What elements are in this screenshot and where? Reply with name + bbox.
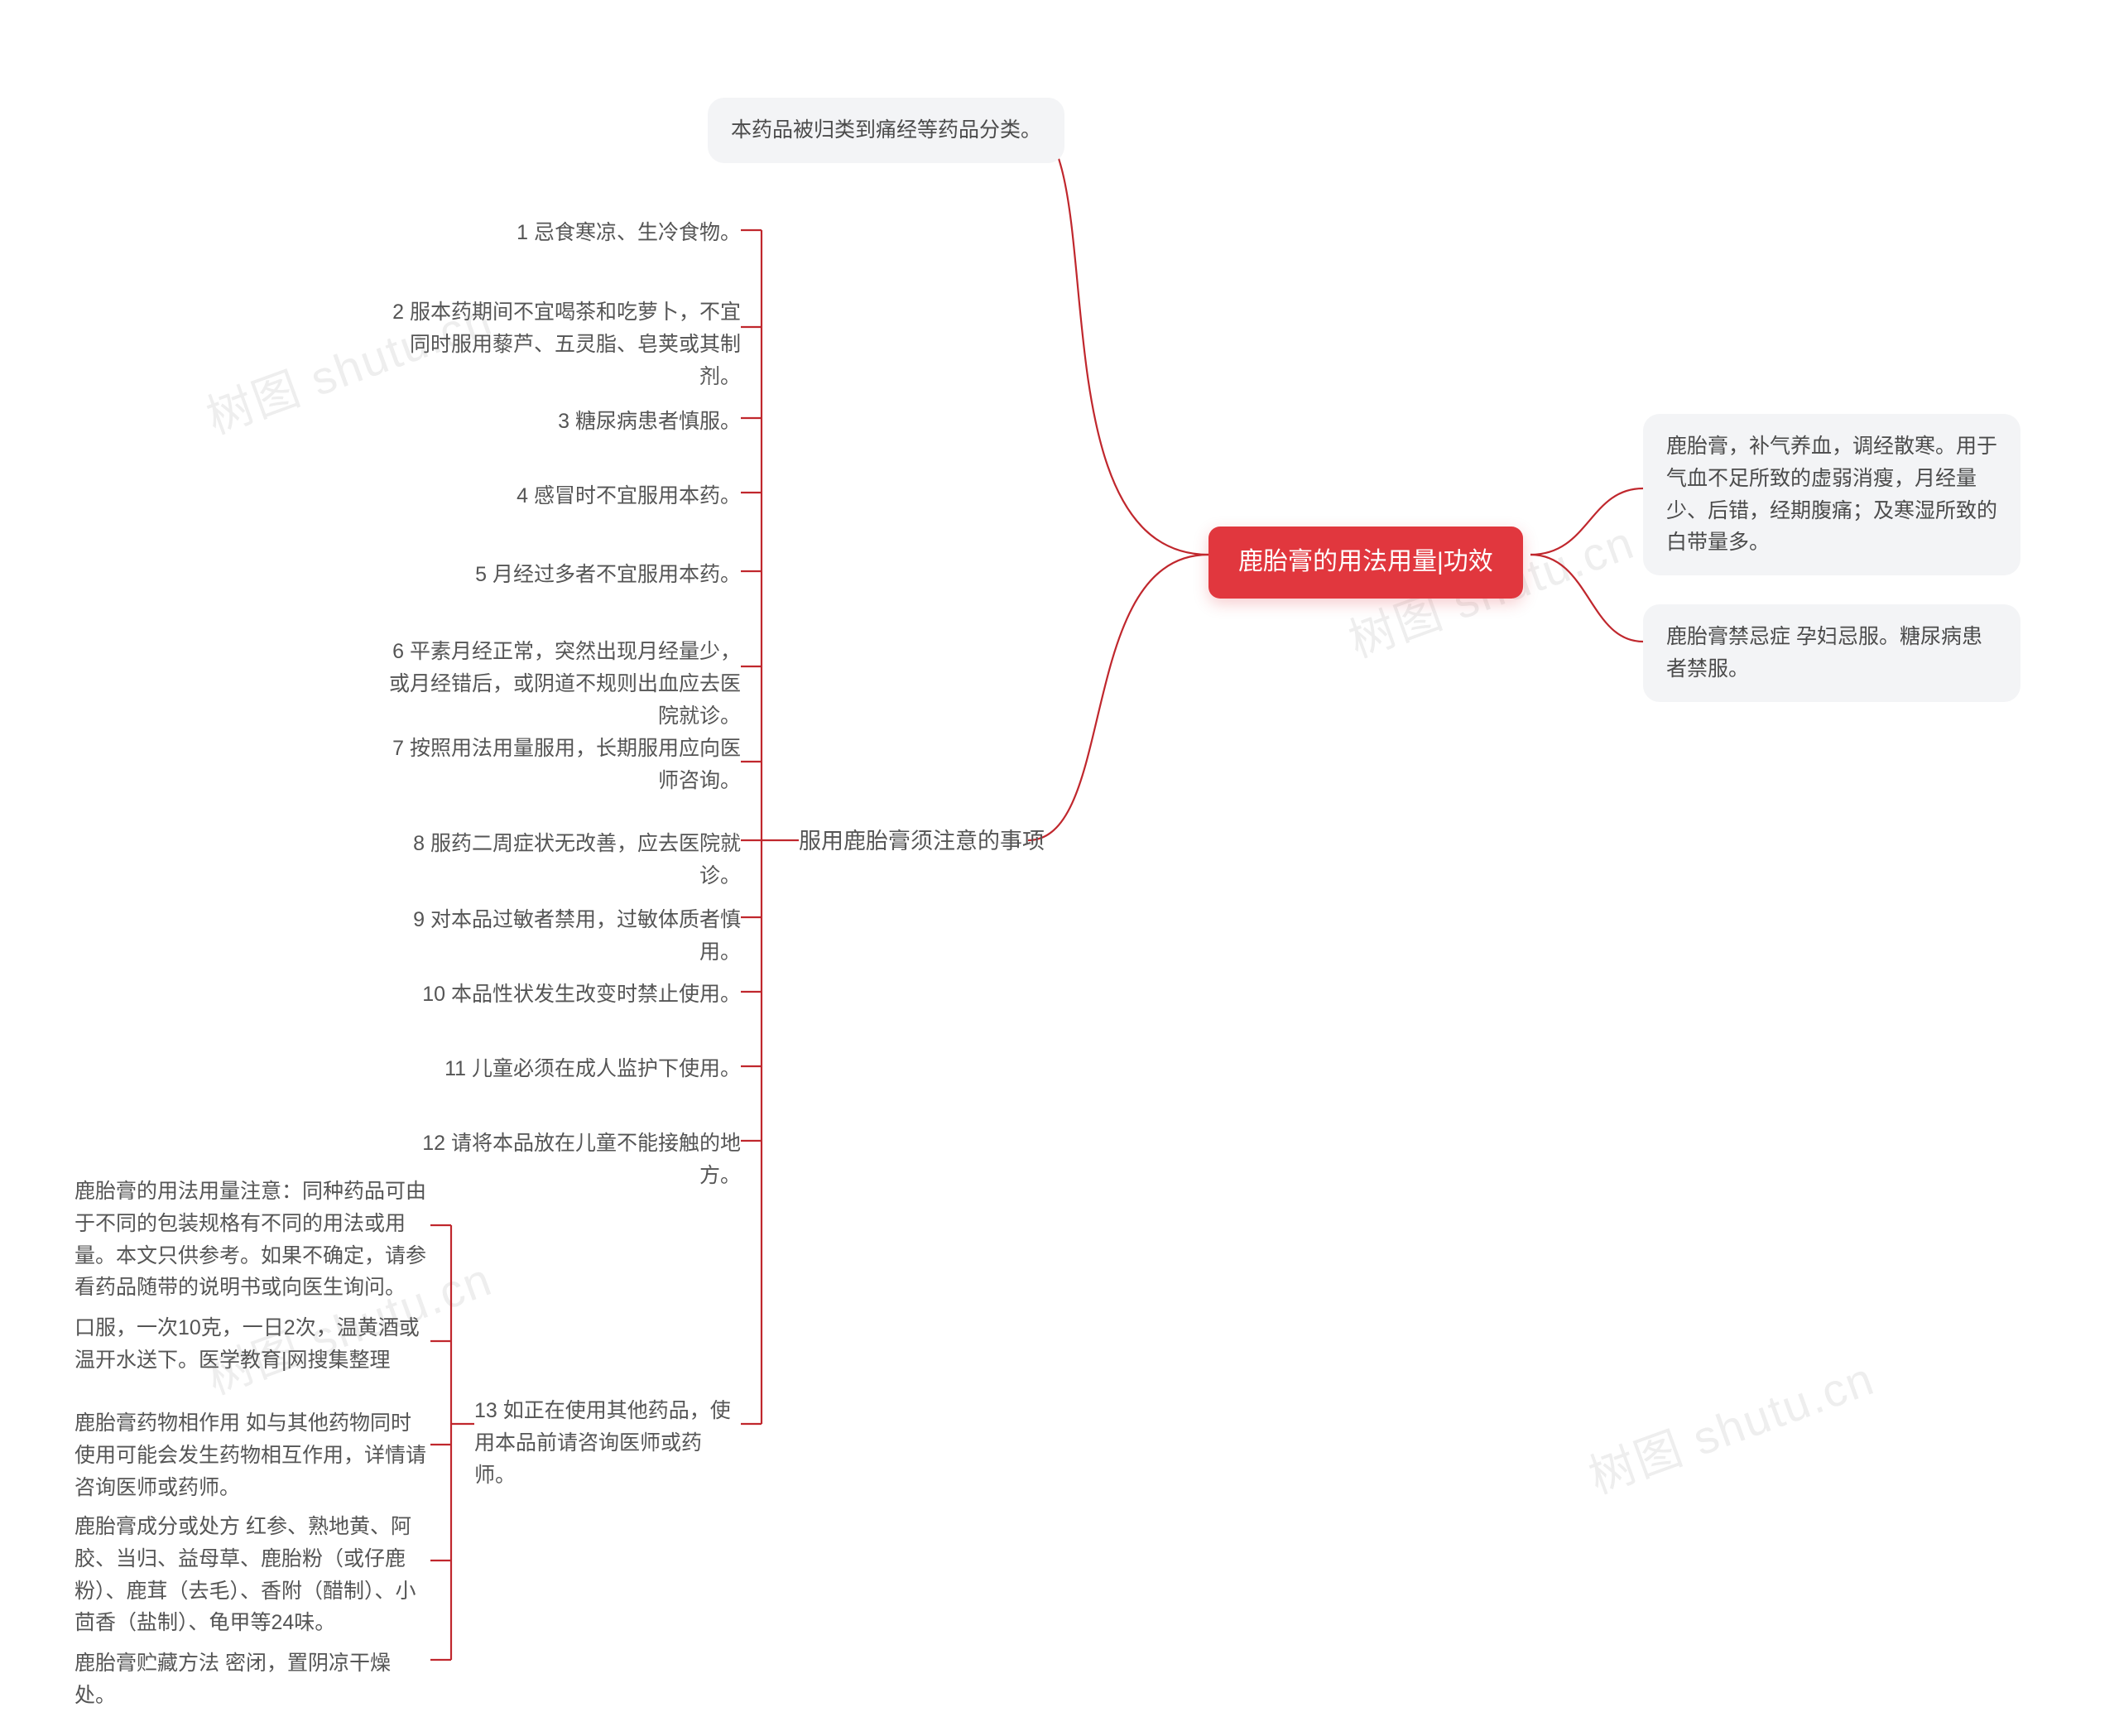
precaution-item: 4 感冒时不宜服用本药。 <box>459 480 741 512</box>
usage-note: 鹿胎膏的用法用量注意：同种药品可由于不同的包装规格有不同的用法或用量。本文只供参… <box>74 1176 430 1304</box>
usage-note: 口服，一次10克，一日2次，温黄酒或温开水送下。医学教育|网搜集整理 <box>74 1312 430 1377</box>
usage-note: 鹿胎膏药物相作用 如与其他药物同时使用可能会发生药物相互作用，详情请咨询医师或药… <box>74 1407 430 1503</box>
right-description-node: 鹿胎膏，补气养血，调经散寒。用于气血不足所致的虚弱消瘦，月经量少、后错，经期腹痛… <box>1643 414 2020 575</box>
precautions-label: 服用鹿胎膏须注意的事项 <box>799 825 1045 859</box>
usage-note: 鹿胎膏成分或处方 红参、熟地黄、阿胶、当归、益母草、鹿胎粉（或仔鹿粉）、鹿茸（去… <box>74 1511 430 1639</box>
precaution-item: 5 月经过多者不宜服用本药。 <box>435 559 741 591</box>
precaution-item: 8 服药二周症状无改善，应去医院就诊。 <box>393 828 741 892</box>
precaution-item: 6 平素月经正常，突然出现月经量少，或月经错后，或阴道不规则出血应去医院就诊。 <box>377 636 741 732</box>
precaution-item: 1 忌食寒凉、生冷食物。 <box>459 217 741 249</box>
right-contraindication-node: 鹿胎膏禁忌症 孕妇忌服。糖尿病患者禁服。 <box>1643 604 2020 702</box>
usage-note: 鹿胎膏贮藏方法 密闭，置阴凉干燥处。 <box>74 1647 430 1712</box>
precaution-item: 10 本品性状发生改变时禁止使用。 <box>418 979 741 1011</box>
precaution-item: 12 请将本品放在儿童不能接触的地方。 <box>410 1128 741 1192</box>
precaution-item: 7 按照用法用量服用，长期服用应向医师咨询。 <box>377 733 741 797</box>
root-node: 鹿胎膏的用法用量|功效 <box>1208 527 1523 599</box>
precaution-item: 9 对本品过敏者禁用，过敏体质者慎用。 <box>393 904 741 969</box>
precaution-item: 13 如正在使用其他药品，使用本品前请咨询医师或药师。 <box>474 1395 739 1491</box>
precaution-item: 3 糖尿病患者慎服。 <box>459 406 741 438</box>
watermark: 树图 shutu.cn <box>1578 1342 1882 1508</box>
precaution-item: 11 儿童必须在成人监护下使用。 <box>435 1053 741 1085</box>
precaution-item: 2 服本药期间不宜喝茶和吃萝卜，不宜同时服用藜芦、五灵脂、皂荚或其制剂。 <box>385 296 741 392</box>
classification-node: 本药品被归类到痛经等药品分类。 <box>708 98 1064 163</box>
